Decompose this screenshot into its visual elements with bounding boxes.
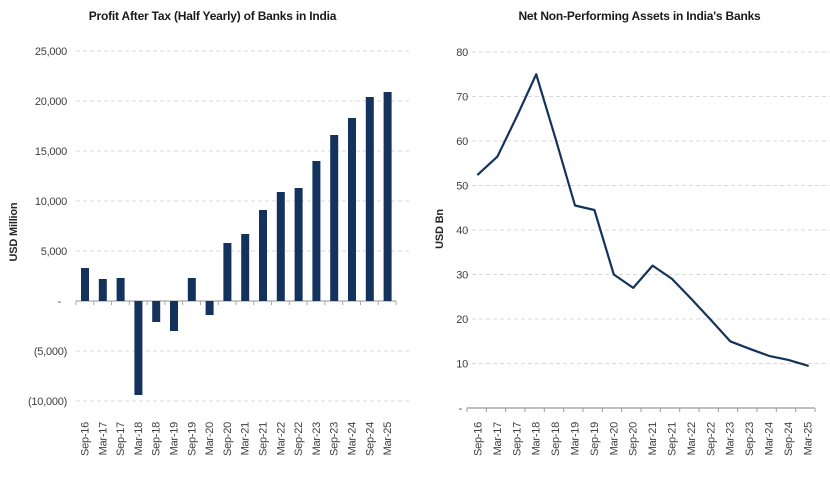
- svg-text:Mar-22: Mar-22: [686, 422, 698, 455]
- svg-text:20: 20: [456, 314, 468, 326]
- svg-text:Sep-22: Sep-22: [705, 422, 717, 456]
- svg-text:10: 10: [456, 358, 468, 370]
- svg-text:Mar-17: Mar-17: [97, 422, 109, 455]
- svg-text:Sep-21: Sep-21: [258, 422, 270, 456]
- svg-text:15,000: 15,000: [35, 146, 67, 158]
- svg-text:Sep-23: Sep-23: [744, 422, 756, 456]
- svg-text:Mar-22: Mar-22: [275, 422, 287, 455]
- svg-text:Sep-21: Sep-21: [667, 422, 679, 456]
- svg-text:Sep-19: Sep-19: [186, 422, 198, 456]
- npa-line-chart-plot: 80 70 60 50 40 30 20 10 -Sep-16 Mar-17 Sep-17 Mar-1…: [456, 47, 830, 456]
- svg-text:Sep-22: Sep-22: [293, 422, 305, 456]
- gridlines: [465, 51, 830, 364]
- svg-text:-: -: [58, 296, 62, 308]
- x-tick-labels: Sep-16 Mar-17 Sep-17 Mar-18 Sep-18 Mar-19 Sep-…: [473, 422, 815, 456]
- svg-text:Mar-24: Mar-24: [347, 422, 359, 455]
- y-tick-labels: 25,000 20,000 15,000 10,000 5,000 - (5,000) (10…: [28, 46, 67, 408]
- svg-text:50: 50: [456, 180, 468, 192]
- svg-text:Sep-23: Sep-23: [329, 422, 341, 456]
- svg-text:Mar-25: Mar-25: [802, 422, 814, 455]
- svg-text:Sep-24: Sep-24: [364, 422, 376, 456]
- svg-text:Sep-18: Sep-18: [550, 422, 562, 456]
- svg-text:Mar-23: Mar-23: [311, 422, 323, 455]
- svg-text:Mar-17: Mar-17: [492, 422, 504, 455]
- svg-text:Sep-20: Sep-20: [628, 422, 640, 456]
- svg-text:Mar-25: Mar-25: [382, 422, 394, 455]
- svg-text:Mar-18: Mar-18: [133, 422, 145, 455]
- svg-text:Sep-17: Sep-17: [115, 422, 127, 456]
- y-tick-labels: 80 70 60 50 40 30 20 10 -: [456, 47, 468, 415]
- svg-text:70: 70: [456, 91, 468, 103]
- svg-text:10,000: 10,000: [35, 196, 67, 208]
- profit-bar-chart-plot: 25,000 20,000 15,000 10,000 5,000 - (5,000) (10…: [28, 46, 410, 456]
- chart-panel-profit-after-tax: Profit After Tax (Half Yearly) of Banks …: [8, 9, 410, 456]
- svg-text:Mar-19: Mar-19: [169, 422, 181, 455]
- svg-text:Mar-21: Mar-21: [240, 422, 252, 455]
- svg-text:Mar-21: Mar-21: [647, 422, 659, 455]
- svg-text:Sep-18: Sep-18: [151, 422, 163, 456]
- svg-text:(5,000): (5,000): [34, 346, 67, 358]
- svg-text:Sep-16: Sep-16: [473, 422, 485, 456]
- gridlines: [76, 50, 410, 402]
- zero-axis-and-ticks: [75, 300, 397, 305]
- svg-text:60: 60: [456, 136, 468, 148]
- svg-text:Mar-20: Mar-20: [608, 422, 620, 455]
- svg-text:Mar-19: Mar-19: [570, 422, 582, 455]
- svg-text:Sep-17: Sep-17: [511, 422, 523, 456]
- svg-text:(10,000): (10,000): [28, 396, 67, 408]
- svg-text:20,000: 20,000: [35, 96, 67, 108]
- chart-title-profit-after-tax: Profit After Tax (Half Yearly) of Banks …: [88, 9, 337, 23]
- x-tick-labels: Sep-16 Mar-17 Sep-17 Mar-18 Sep-18 Mar-19 Sep-…: [80, 422, 395, 456]
- svg-text:80: 80: [456, 47, 468, 59]
- chart-title-net-npa: Net Non-Performing Assets in India's Ban…: [518, 9, 761, 23]
- svg-text:-: -: [459, 403, 463, 415]
- svg-text:Mar-24: Mar-24: [764, 422, 776, 455]
- svg-text:Sep-19: Sep-19: [589, 422, 601, 456]
- svg-text:Sep-16: Sep-16: [80, 422, 92, 456]
- svg-text:25,000: 25,000: [35, 46, 67, 58]
- chart-panel-net-npa: Net Non-Performing Assets in India's Ban…: [415, 0, 830, 480]
- svg-text:Mar-20: Mar-20: [204, 422, 216, 455]
- svg-text:40: 40: [456, 225, 468, 237]
- svg-text:5,000: 5,000: [41, 246, 67, 258]
- svg-text:Sep-24: Sep-24: [783, 422, 795, 456]
- svg-text:Mar-23: Mar-23: [725, 422, 737, 455]
- line-series: [476, 73, 809, 367]
- svg-text:30: 30: [456, 269, 468, 281]
- svg-text:Mar-18: Mar-18: [531, 422, 543, 455]
- bars: [81, 92, 392, 395]
- zero-axis-and-ticks: [466, 407, 816, 412]
- svg-text:Sep-20: Sep-20: [222, 422, 234, 456]
